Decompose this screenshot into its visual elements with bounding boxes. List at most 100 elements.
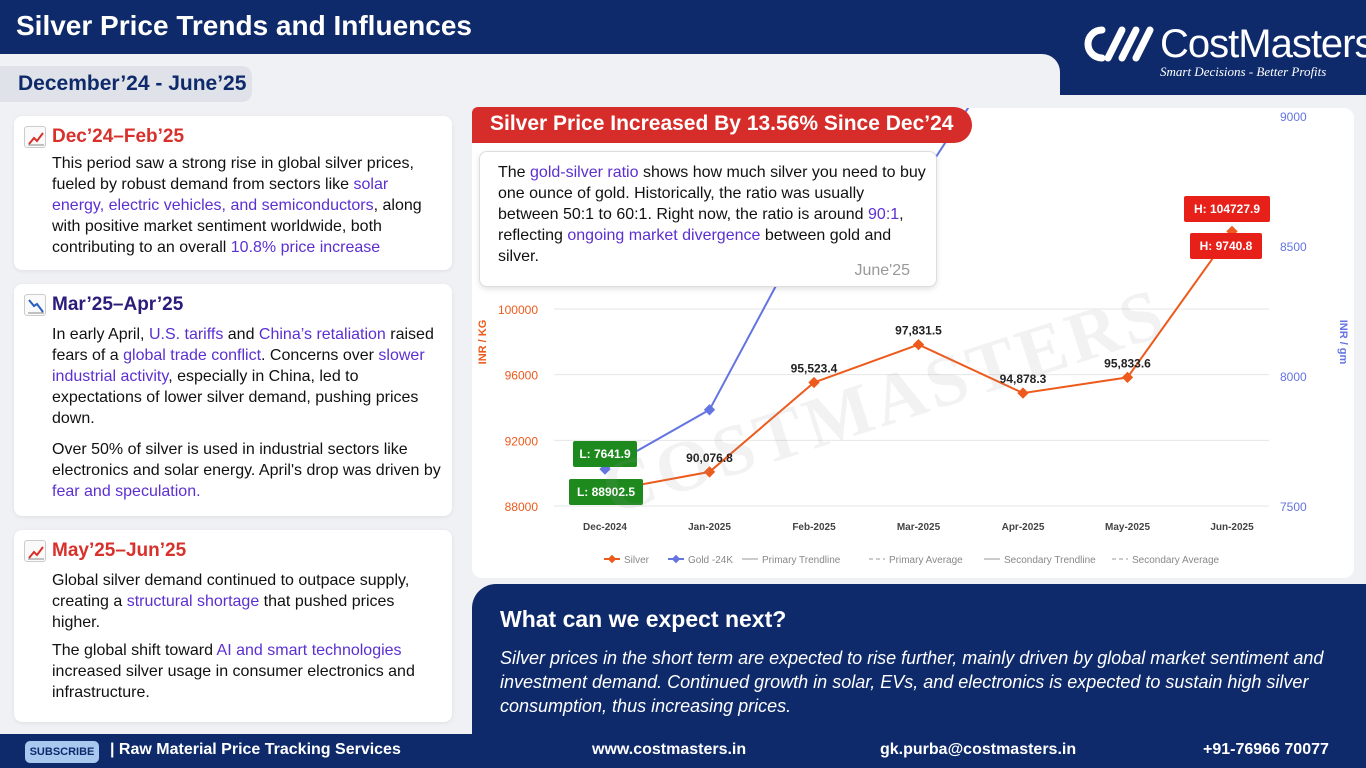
footer-service: | Raw Material Price Tracking Services [110, 741, 401, 758]
legend-label: Primary Trendline [762, 555, 841, 566]
y2-tick-label: 7500 [1280, 500, 1307, 514]
text-segment: . Concerns over [261, 347, 379, 364]
text-segment: increased silver usage in consumer elect… [52, 663, 415, 701]
highlighted-text: U.S. tariffs [148, 326, 224, 343]
x-tick-label: Jan-2025 [688, 522, 731, 533]
card-may-jun: May’25–Jun’25 Global silver demand conti… [14, 530, 452, 722]
text-segment: that pushed prices higher. [52, 593, 395, 631]
text-segment: raised fears of a [52, 326, 434, 364]
data-label-box [1184, 196, 1270, 222]
legend-marker [607, 554, 617, 564]
card-title: Mar’25–Apr’25 [52, 294, 184, 315]
period-label: December’24 - June’25 [18, 72, 247, 95]
outlook-panel: What can we expect next? Silver prices i… [472, 584, 1366, 734]
data-label: 95,833.6 [1104, 356, 1151, 370]
chart-up-icon [24, 126, 46, 148]
highlighted-text: global trade conflict [123, 347, 262, 364]
x-tick-label: May-2025 [1105, 522, 1150, 533]
card-mar-apr: Mar’25–Apr’25 In early April, U.S. tarif… [14, 284, 452, 516]
legend-label: Secondary Trendline [1004, 555, 1096, 566]
logo-tagline: Smart Decisions - Better Profits [1160, 64, 1327, 79]
footer-website-link[interactable]: www.costmasters.in [592, 741, 747, 758]
data-label: 95,523.4 [791, 361, 838, 375]
x-tick-label: Dec-2024 [583, 522, 627, 533]
data-label: L: 7641.9 [579, 447, 631, 461]
data-label: H: 9740.8 [1200, 239, 1253, 253]
info-text: The gold-silver ratio shows how much sil… [498, 162, 926, 267]
card-title: May’25–Jun’25 [52, 540, 187, 561]
text-segment: In early April, [52, 326, 149, 343]
text-segment: shows how much silver you need to buy on… [498, 164, 926, 223]
y-tick-label: 92000 [505, 434, 539, 448]
highlighted-text: AI and smart technologies [216, 642, 402, 659]
highlighted-text: slower industrial activity [52, 347, 425, 385]
card-paragraph: In early April, U.S. tariffs and China’s… [52, 324, 442, 429]
data-label-box [1190, 233, 1262, 259]
card-body: Global silver demand continued to outpac… [52, 570, 442, 703]
chart-banner: Silver Price Increased By 13.56% Since D… [472, 107, 972, 143]
text-segment: The [498, 164, 531, 181]
y-axis-title: INR / KG [477, 320, 489, 365]
data-label: 94,878.3 [1000, 372, 1047, 386]
card-body: In early April, U.S. tariffs and China’s… [52, 324, 442, 502]
outlook-title: What can we expect next? [500, 606, 787, 632]
data-label: 90,076.8 [686, 451, 733, 465]
footer-phone: +91-76966 70077 [1203, 741, 1329, 758]
logo: CostMasters Smart Decisions - Better Pro… [1078, 20, 1366, 90]
text-segment: Global silver demand continued to outpac… [52, 572, 410, 610]
x-tick-label: Feb-2025 [792, 522, 836, 533]
x-tick-label: Jun-2025 [1210, 522, 1254, 533]
y2-tick-label: 9000 [1280, 110, 1307, 124]
card-paragraph: Over 50% of silver is used in industrial… [52, 439, 442, 502]
legend-marker [671, 554, 681, 564]
highlighted-text: gold-silver ratio [530, 164, 639, 181]
y-tick-label: 88000 [505, 500, 539, 514]
outlook-body: Silver prices in the short term are expe… [500, 648, 1324, 716]
chart-down-icon [24, 294, 46, 316]
card-dec-feb: Dec’24–Feb’25 This period saw a strong r… [14, 116, 452, 270]
y2-tick-label: 8500 [1280, 240, 1307, 254]
x-tick-label: Apr-2025 [1002, 522, 1045, 533]
footer-email-link[interactable]: gk.purba@costmasters.in [880, 741, 1077, 758]
text-segment: between gold and silver. [498, 227, 892, 265]
data-point-silver [1121, 371, 1134, 384]
highlighted-text: structural shortage [126, 593, 260, 610]
subscribe-button[interactable]: SUBSCRIBE [25, 741, 99, 763]
x-tick-label: Mar-2025 [897, 522, 941, 533]
highlighted-text: fear and speculation. [52, 483, 201, 500]
data-point-gold [703, 404, 716, 416]
data-label: H: 104727.9 [1194, 202, 1260, 216]
data-point-silver [808, 376, 820, 389]
logo-name: CostMasters [1160, 22, 1366, 66]
text-segment: and [223, 326, 259, 343]
period-pill [0, 66, 252, 102]
text-segment: This period saw a strong rise in global … [52, 155, 414, 193]
text-segment: The global shift toward [52, 642, 217, 659]
data-label: L: 88902.5 [577, 485, 635, 499]
y-tick-label: 100000 [498, 303, 538, 317]
highlighted-text: China’s retaliation [258, 326, 386, 343]
footer: SUBSCRIBE | Raw Material Price Tracking … [0, 734, 1366, 768]
text-segment: , reflecting [498, 206, 904, 244]
card-paragraph: Global silver demand continued to outpac… [52, 570, 442, 633]
data-point-silver [703, 466, 716, 478]
y-tick-label: 96000 [505, 369, 539, 383]
gold-silver-ratio-box: The gold-silver ratio shows how much sil… [479, 151, 937, 287]
highlighted-text: ongoing market divergence [567, 227, 761, 244]
data-label-box [569, 479, 643, 505]
data-point-silver [1017, 387, 1029, 399]
y2-axis-title: INR / gm [1337, 320, 1349, 365]
highlighted-text: solar energy, electric vehicles, and sem… [52, 176, 389, 214]
data-point-silver [912, 338, 925, 351]
card-paragraph: This period saw a strong rise in global … [52, 153, 442, 258]
chart-up-icon [24, 540, 46, 562]
data-label-box [573, 441, 637, 467]
legend-label: Primary Average [889, 555, 963, 566]
page-title: Silver Price Trends and Influences [16, 10, 472, 41]
legend-label: Gold -24K [688, 555, 733, 566]
text-segment: , especially in China, led to expectatio… [52, 368, 419, 427]
card-title: Dec’24–Feb’25 [52, 126, 185, 147]
text-segment: , along with positive market sentiment w… [52, 197, 422, 256]
highlighted-text: 90:1 [868, 206, 900, 223]
legend-label: Secondary Average [1132, 555, 1220, 566]
